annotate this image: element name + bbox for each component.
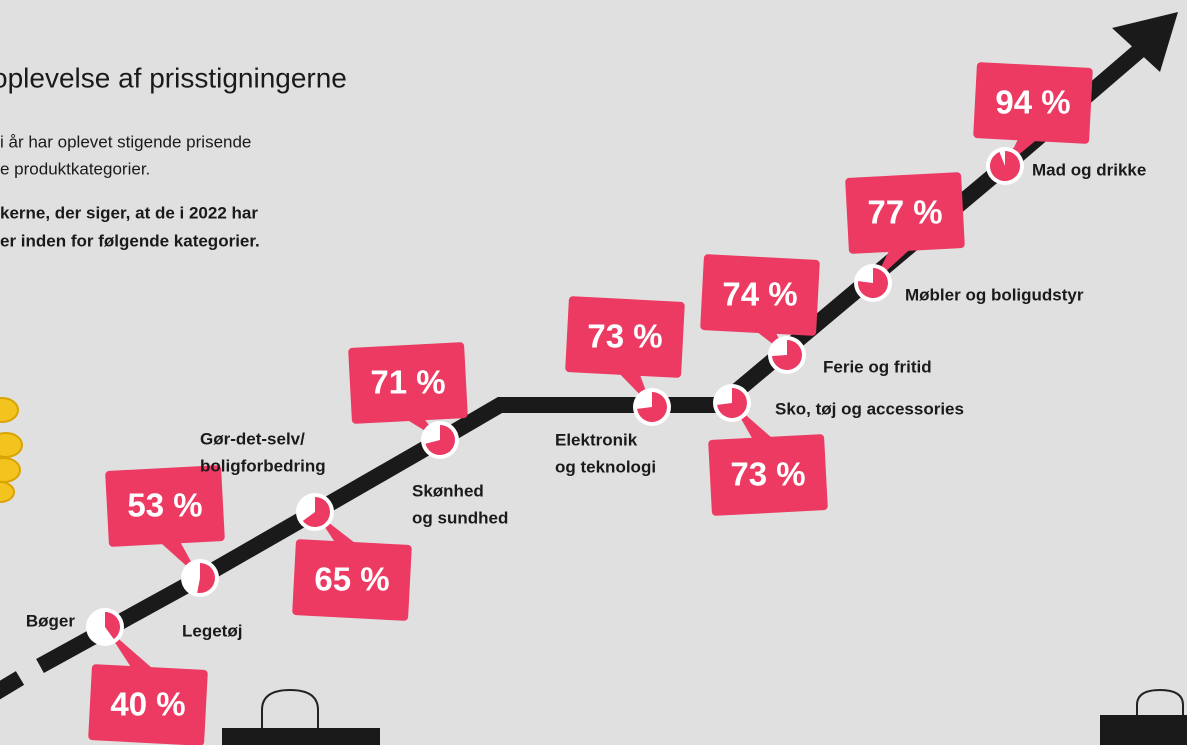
value-label: 74 % (722, 276, 797, 313)
tag (700, 254, 820, 336)
tag (348, 342, 468, 424)
tag (845, 172, 965, 254)
value-label: 40 % (110, 686, 185, 723)
value-label: 73 % (730, 456, 805, 493)
category-label: Gør-det-selv/ (200, 429, 305, 448)
pie-slice (772, 340, 803, 370)
value-label: 94 % (995, 84, 1070, 121)
category-label: Skønhed (412, 481, 484, 500)
note-line: kerne, der siger, at de i 2022 har (0, 203, 258, 222)
tag (292, 539, 412, 621)
category-label: Mad og drikke (1032, 160, 1146, 179)
arrow-head (1112, 12, 1178, 72)
pie-slice (302, 497, 331, 527)
category-label: Ferie og fritid (823, 357, 932, 376)
bag (222, 688, 1187, 745)
category-label: Sko, tøj og accessories (775, 399, 964, 418)
value-label: 71 % (370, 364, 445, 401)
tag (565, 296, 685, 378)
tag (973, 62, 1093, 144)
value-label: 65 % (314, 561, 389, 598)
value-label: 77 % (867, 194, 942, 231)
category-label: Møbler og boligudstyr (905, 285, 1084, 304)
pie-slice (858, 268, 889, 298)
tag (105, 465, 225, 547)
title: oplevelse af prisstigningerne (0, 62, 347, 93)
tag (88, 664, 208, 745)
value-label: 53 % (127, 487, 202, 524)
category-label: boligforbedring (200, 456, 326, 475)
category-label: Elektronik (555, 430, 638, 449)
category-label: og teknologi (555, 457, 656, 476)
value-label: 73 % (587, 318, 662, 355)
subtitle-line: i år har oplevet stigende prisende (0, 132, 251, 151)
pie-slice (717, 388, 747, 419)
category-label: Bøger (26, 611, 76, 630)
pie-slice (105, 612, 121, 640)
category-label: og sundhed (412, 508, 508, 527)
category-label: Legetøj (182, 621, 242, 640)
pie-slice (990, 151, 1021, 182)
pie-slice (637, 392, 668, 422)
subtitle-line: e produktkategorier. (0, 159, 150, 178)
note-line: er inden for følgende kategorier. (0, 231, 260, 250)
pie-slice (425, 425, 455, 455)
coins (0, 397, 23, 503)
tag (708, 434, 828, 516)
pie-slice (197, 563, 216, 593)
